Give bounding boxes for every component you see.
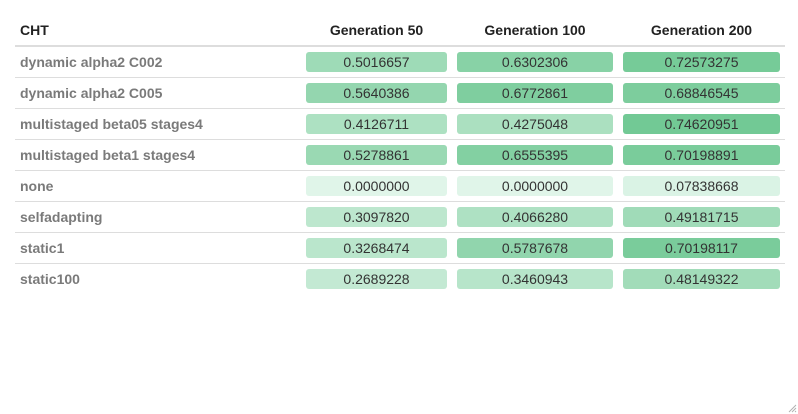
row-label: selfadapting bbox=[15, 201, 301, 233]
table-row[interactable]: selfadapting 0.3097820 0.4066280 0.49181715 bbox=[15, 201, 785, 233]
value-cell-generation-50: 0.2689228 bbox=[301, 263, 452, 294]
column-header-generation-200[interactable]: Generation 200 bbox=[618, 15, 785, 47]
table-row[interactable]: dynamic alpha2 C002 0.5016657 0.6302306 0.7… bbox=[15, 46, 785, 78]
value-cell-generation-100: 0.6555395 bbox=[452, 139, 618, 171]
table-body: dynamic alpha2 C002 0.5016657 0.6302306 0.7… bbox=[15, 46, 785, 294]
column-header-generation-50[interactable]: Generation 50 bbox=[301, 15, 452, 47]
value-pill: 0.74620951 bbox=[623, 113, 780, 134]
value-pill: 0.6302306 bbox=[457, 51, 613, 72]
value-pill: 0.5787678 bbox=[457, 237, 613, 258]
value-cell-generation-50: 0.5016657 bbox=[301, 46, 452, 78]
value-pill: 0.3097820 bbox=[306, 206, 447, 227]
value-pill: 0.5016657 bbox=[306, 51, 447, 72]
row-label: multistaged beta1 stages4 bbox=[15, 139, 301, 171]
value-cell-generation-200: 0.68846545 bbox=[618, 77, 785, 109]
value-pill: 0.5278861 bbox=[306, 144, 447, 165]
value-cell-generation-100: 0.0000000 bbox=[452, 170, 618, 202]
value-pill: 0.3268474 bbox=[306, 237, 447, 258]
value-cell-generation-200: 0.49181715 bbox=[618, 201, 785, 233]
value-cell-generation-200: 0.07838668 bbox=[618, 170, 785, 202]
value-pill: 0.07838668 bbox=[623, 175, 780, 196]
row-label: multistaged beta05 stages4 bbox=[15, 108, 301, 140]
value-pill: 0.68846545 bbox=[623, 82, 780, 103]
table-header: CHT Generation 50 Generation 100 Generat… bbox=[15, 15, 785, 47]
resize-grip-icon[interactable] bbox=[787, 403, 797, 413]
table-row[interactable]: static100 0.2689228 0.3460943 0.48149322 bbox=[15, 263, 785, 294]
header-row: CHT Generation 50 Generation 100 Generat… bbox=[15, 15, 785, 47]
row-label: static1 bbox=[15, 232, 301, 264]
results-table: CHT Generation 50 Generation 100 Generat… bbox=[15, 15, 785, 294]
value-cell-generation-100: 0.3460943 bbox=[452, 263, 618, 294]
value-cell-generation-50: 0.3097820 bbox=[301, 201, 452, 233]
value-pill: 0.5640386 bbox=[306, 82, 447, 103]
value-cell-generation-100: 0.6302306 bbox=[452, 46, 618, 78]
column-header-generation-100[interactable]: Generation 100 bbox=[452, 15, 618, 47]
value-cell-generation-100: 0.5787678 bbox=[452, 232, 618, 264]
value-cell-generation-100: 0.4066280 bbox=[452, 201, 618, 233]
value-pill: 0.72573275 bbox=[623, 51, 780, 72]
value-pill: 0.6772861 bbox=[457, 82, 613, 103]
value-pill: 0.6555395 bbox=[457, 144, 613, 165]
value-cell-generation-50: 0.0000000 bbox=[301, 170, 452, 202]
value-cell-generation-100: 0.6772861 bbox=[452, 77, 618, 109]
row-label: dynamic alpha2 C005 bbox=[15, 77, 301, 109]
value-cell-generation-200: 0.72573275 bbox=[618, 46, 785, 78]
value-pill: 0.49181715 bbox=[623, 206, 780, 227]
value-cell-generation-50: 0.5640386 bbox=[301, 77, 452, 109]
value-cell-generation-200: 0.70198891 bbox=[618, 139, 785, 171]
value-cell-generation-200: 0.74620951 bbox=[618, 108, 785, 140]
row-label: none bbox=[15, 170, 301, 202]
value-pill: 0.2689228 bbox=[306, 268, 447, 289]
table-row[interactable]: multistaged beta1 stages4 0.5278861 0.6555… bbox=[15, 139, 785, 171]
value-pill: 0.0000000 bbox=[306, 175, 447, 196]
value-cell-generation-50: 0.5278861 bbox=[301, 139, 452, 171]
value-pill: 0.4126711 bbox=[306, 113, 447, 134]
table-row[interactable]: multistaged beta05 stages4 0.4126711 0.427… bbox=[15, 108, 785, 140]
value-cell-generation-200: 0.70198117 bbox=[618, 232, 785, 264]
value-pill: 0.48149322 bbox=[623, 268, 780, 289]
column-header-cht[interactable]: CHT bbox=[15, 15, 301, 47]
results-table-container: CHT Generation 50 Generation 100 Generat… bbox=[15, 15, 785, 294]
value-pill: 0.3460943 bbox=[457, 268, 613, 289]
value-pill: 0.70198891 bbox=[623, 144, 780, 165]
table-row[interactable]: static1 0.3268474 0.5787678 0.70198117 bbox=[15, 232, 785, 264]
value-cell-generation-50: 0.3268474 bbox=[301, 232, 452, 264]
row-label: static100 bbox=[20, 270, 80, 287]
value-pill: 0.0000000 bbox=[457, 175, 613, 196]
table-row[interactable]: dynamic alpha2 C005 0.5640386 0.6772861 0.6… bbox=[15, 77, 785, 109]
value-pill: 0.70198117 bbox=[623, 237, 780, 258]
value-pill: 0.4066280 bbox=[457, 206, 613, 227]
row-label: dynamic alpha2 C002 bbox=[15, 46, 301, 78]
value-pill: 0.4275048 bbox=[457, 113, 613, 134]
value-cell-generation-50: 0.4126711 bbox=[301, 108, 452, 140]
table-row[interactable]: none 0.0000000 0.0000000 0.07838668 bbox=[15, 170, 785, 202]
value-cell-generation-200: 0.48149322 bbox=[618, 263, 785, 294]
value-cell-generation-100: 0.4275048 bbox=[452, 108, 618, 140]
